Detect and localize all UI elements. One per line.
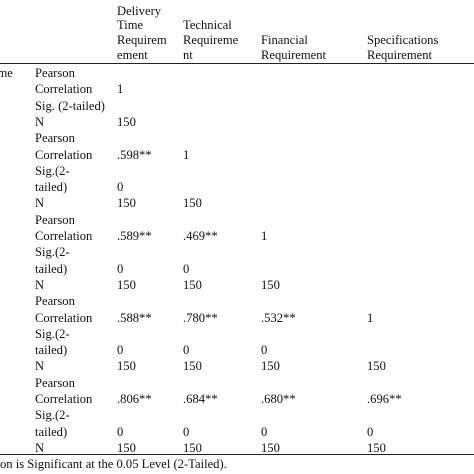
- cell-specifications-col4: 150: [367, 359, 386, 374]
- stat-label-overall: Pearson: [35, 375, 75, 390]
- header-delivery-line-1: Delivery: [117, 4, 162, 18]
- stat-label-technical: Pearson: [35, 131, 75, 146]
- cell-overall-col1: 0: [117, 424, 124, 439]
- stat-label-specifications: Pearson: [35, 294, 75, 309]
- cell-time-col1: 150: [117, 114, 136, 129]
- cell-specifications-col2: 0: [183, 343, 190, 358]
- cell-overall-col4: .696**: [367, 392, 402, 406]
- stat-label-time: Pearson: [35, 66, 75, 80]
- cell-specifications-col2: .780**: [183, 310, 218, 325]
- stat-label-specifications: N: [35, 359, 45, 374]
- cell-overall-col4: 0: [367, 424, 374, 439]
- cell-technical-col1: .598**: [117, 147, 152, 162]
- header-technical-line-3: nt: [183, 48, 193, 62]
- stat-label-time: Sig. (2-tailed): [35, 98, 105, 113]
- cell-specifications-col1: .588**: [117, 310, 152, 325]
- cell-technical-col1: 150: [117, 196, 136, 211]
- stat-label-financial: N: [35, 277, 45, 292]
- stat-label-financial: Correlation: [35, 229, 93, 243]
- cell-time-col1: 1: [117, 82, 124, 97]
- cell-specifications-col3: .532**: [261, 310, 296, 325]
- cell-overall-col2: 150: [183, 440, 202, 455]
- stat-label-specifications: Correlation: [35, 310, 93, 325]
- stat-label-overall: Correlation: [35, 392, 93, 406]
- stat-label-technical: tailed): [35, 180, 68, 195]
- cell-overall-col3: 150: [261, 440, 280, 455]
- footnote: on is Significant at the 0.05 Level (2-T…: [0, 457, 227, 471]
- stat-label-financial: Sig.(2-: [35, 245, 70, 260]
- stat-label-financial: tailed): [35, 261, 68, 276]
- cell-overall-col1: .806**: [117, 392, 152, 406]
- stat-label-overall: N: [35, 440, 45, 455]
- cell-specifications-col1: 150: [117, 359, 136, 374]
- cell-financial-col1: .589**: [117, 229, 152, 243]
- row-label-time: ime: [0, 66, 13, 80]
- stat-label-technical: N: [35, 196, 45, 211]
- cell-specifications-col2: 150: [183, 359, 202, 374]
- cell-technical-col1: 0: [117, 180, 124, 195]
- cell-specifications-col1: 0: [117, 343, 124, 358]
- cell-financial-col2: .469**: [183, 229, 218, 243]
- header-specifications-line-2: Requirement: [367, 48, 433, 62]
- cell-financial-col2: 0: [183, 261, 190, 276]
- header-delivery-line-4: ement: [117, 48, 148, 62]
- stat-label-specifications: Sig.(2-: [35, 326, 70, 341]
- stat-label-overall: tailed): [35, 424, 68, 439]
- cell-technical-col2: 150: [183, 196, 202, 211]
- stat-label-time: N: [35, 114, 45, 129]
- table-bottom-rule: [0, 454, 474, 455]
- cell-financial-col1: 150: [117, 277, 136, 292]
- cell-specifications-col3: 150: [261, 359, 280, 374]
- header-delivery-line-2: Time: [117, 18, 144, 32]
- stat-label-time: Correlation: [35, 82, 93, 97]
- cell-overall-col1: 150: [117, 440, 136, 455]
- cell-overall-col2: 0: [183, 424, 190, 439]
- stat-label-technical: Correlation: [35, 147, 93, 162]
- cell-overall-col3: 0: [261, 424, 268, 439]
- cell-specifications-col3: 0: [261, 343, 268, 358]
- stat-label-technical: Sig.(2-: [35, 163, 70, 178]
- header-bottom-rule: [0, 63, 474, 64]
- cell-financial-col2: 150: [183, 277, 202, 292]
- header-technical-line-1: Technical: [183, 18, 232, 32]
- header-financial-line-1: Financial: [261, 33, 308, 47]
- stat-label-specifications: tailed): [35, 343, 68, 358]
- cell-overall-col4: 150: [367, 440, 386, 455]
- cell-financial-col3: 1: [261, 229, 268, 243]
- cell-overall-col2: .684**: [183, 392, 218, 406]
- cell-financial-col3: 150: [261, 277, 280, 292]
- cell-specifications-col4: 1: [367, 310, 374, 325]
- header-financial-line-2: Requirement: [261, 48, 327, 62]
- header-specifications-line-1: Specifications: [367, 33, 439, 47]
- header-delivery-line-3: Requirem: [117, 33, 167, 47]
- cell-technical-col2: 1: [183, 147, 190, 162]
- stat-label-overall: Sig.(2-: [35, 408, 70, 423]
- header-technical-line-2: Requireme: [183, 33, 239, 47]
- cell-overall-col3: .680**: [261, 392, 296, 406]
- stat-label-financial: Pearson: [35, 212, 75, 227]
- cell-financial-col1: 0: [117, 261, 124, 276]
